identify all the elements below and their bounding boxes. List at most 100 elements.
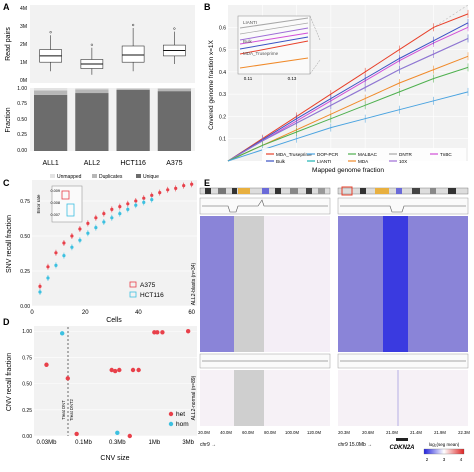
d-ytick: 1.00 (22, 329, 32, 335)
inset-line (239, 36, 309, 50)
b-ytick: 0.1 (219, 137, 226, 143)
d-xtick: 0.1Mb (75, 440, 92, 446)
panel-d-background (34, 326, 197, 436)
e-xtick: 80.0M (264, 430, 276, 435)
point-a375 (86, 221, 90, 225)
category-label: ALL2 (84, 160, 100, 167)
point-het (65, 376, 70, 381)
stacked-bar-unique (75, 93, 109, 151)
inset-label: Bulk (243, 39, 253, 44)
point-hct116 (38, 290, 42, 294)
panel-e-xticks-left: 20.0M 40.0M 60.0M 80.0M 100.0M 120.0M (198, 430, 321, 435)
panel-b-letter: B (204, 2, 211, 12)
inset-tick: 0.008 (50, 201, 60, 205)
panel-a-boxplots (39, 23, 186, 75)
panel-a-bottom-ylabel: Fraction (5, 107, 12, 132)
panel-d: D CNV recall fraction 0.00 0.25 0.50 0.75 1.… (3, 317, 197, 462)
e-xtick: 20.3M (338, 430, 350, 435)
stacked-bar-duplicates (34, 90, 68, 95)
point-hct116 (126, 207, 130, 211)
normal-label: ALL2-normal (n=89) (191, 375, 197, 420)
inset-box-a375 (61, 190, 70, 200)
point-a375 (182, 184, 186, 188)
c-ytick: 0.50 (20, 234, 30, 240)
panel-b-yticks: 0.1 0.2 0.3 0.4 0.5 0.6 (219, 25, 226, 142)
category-label: HCT116 (120, 160, 146, 167)
legend-swatch-unmapped (50, 174, 55, 178)
a-bottom-tick: 0.75 (17, 101, 27, 107)
legend-label: Duplicates (99, 174, 123, 180)
point-het (112, 368, 118, 374)
point-hct116 (110, 216, 114, 220)
inset-tick: 0.007 (50, 213, 60, 217)
e-xtick: 60.0M (242, 430, 254, 435)
point-hct116 (94, 226, 98, 230)
series-line-malbac (227, 66, 469, 162)
a-bottom-tick: 0.25 (17, 132, 27, 138)
inset-tick: 0.009 (50, 189, 60, 193)
colorbar-tick: 2 (426, 457, 429, 462)
panel-b: B LIANTI Bulk MDA_Truseprime 0.11 0.13 C… (204, 2, 469, 174)
point-hct116 (118, 212, 122, 216)
panel-a-top-ticks: 0M 1M 2M 3M 4M (20, 6, 27, 84)
point-a375 (174, 186, 178, 190)
point-a375 (62, 241, 66, 245)
panel-a: A Read pairs Fraction 0M 1M 2M 3M 4M 0.0… (3, 2, 195, 180)
track-right-top (337, 197, 469, 215)
panel-c: C SNV recall fraction 0.00 0.25 0.50 0.75 0… (3, 178, 197, 324)
series-line-mda_truseprime (227, 13, 469, 162)
heatmap-left-normal (200, 370, 330, 426)
chromosome-label-left: chr9 → (200, 442, 216, 448)
point-a375 (94, 216, 98, 220)
point-a375 (190, 182, 194, 186)
legend-label: TnBC (440, 152, 452, 157)
panel-d-legend: het hom (168, 411, 189, 428)
b-ytick: 0.6 (219, 25, 226, 31)
inset-line (239, 22, 309, 35)
stacked-bar-unmapped (34, 88, 68, 91)
stacked-bar-unmapped (157, 88, 191, 89)
panel-a-top-ylabel: Read pairs (5, 27, 12, 61)
point-het (74, 431, 79, 437)
c-ytick: 0.75 (20, 199, 30, 205)
e-xtick: 21.4M (410, 430, 422, 435)
point-het (130, 367, 136, 373)
point-hct116 (142, 200, 146, 204)
inset-tick: 0.13 (288, 76, 297, 81)
legend-swatch-a375 (129, 281, 137, 288)
point-a375 (118, 205, 122, 209)
a-bottom-tick: 0.50 (17, 117, 27, 123)
panel-e: E (191, 178, 470, 462)
stacked-bar-unmapped (116, 88, 150, 89)
inset-box (237, 15, 311, 75)
chromosome-ideogram-right (337, 186, 469, 196)
inset-box-hct116 (66, 203, 75, 217)
point-het (160, 330, 165, 335)
series-line-bulk (227, 22, 469, 162)
panel-d-xlabel: CNV size (100, 455, 129, 462)
blasts-label: ALL2-blasts (n=34) (191, 262, 197, 305)
legend-label: hom (176, 421, 189, 428)
legend-swatch-unique (136, 174, 141, 178)
d-ytick: 0.00 (22, 434, 32, 440)
colorbar-label: log₂(seg mean) (429, 442, 460, 447)
legend-swatch-duplicates (92, 174, 97, 178)
point-het (136, 367, 141, 373)
panel-c-inset: Error rate 0.009 0.008 0.007 (36, 185, 83, 223)
panel-c-points (38, 181, 194, 295)
point-het (44, 362, 49, 367)
panel-b-xlabel: Mapped genome fraction (312, 167, 384, 174)
panel-c-letter: C (3, 178, 10, 188)
panel-c-xlabel: Cells (106, 317, 122, 324)
point-hct116 (150, 198, 154, 202)
panel-e-letter: E (204, 178, 210, 188)
b-ytick: 0.2 (219, 114, 226, 120)
panel-a-top-background (30, 5, 195, 83)
panel-a-bottom-ticks: 0.00 0.25 0.50 0.75 1.00 (17, 86, 27, 154)
point-hom (115, 430, 120, 436)
point-a375 (150, 193, 154, 197)
box-body (121, 45, 145, 63)
heatmap-centromere-gap-2 (234, 370, 264, 426)
point-het (127, 433, 132, 439)
